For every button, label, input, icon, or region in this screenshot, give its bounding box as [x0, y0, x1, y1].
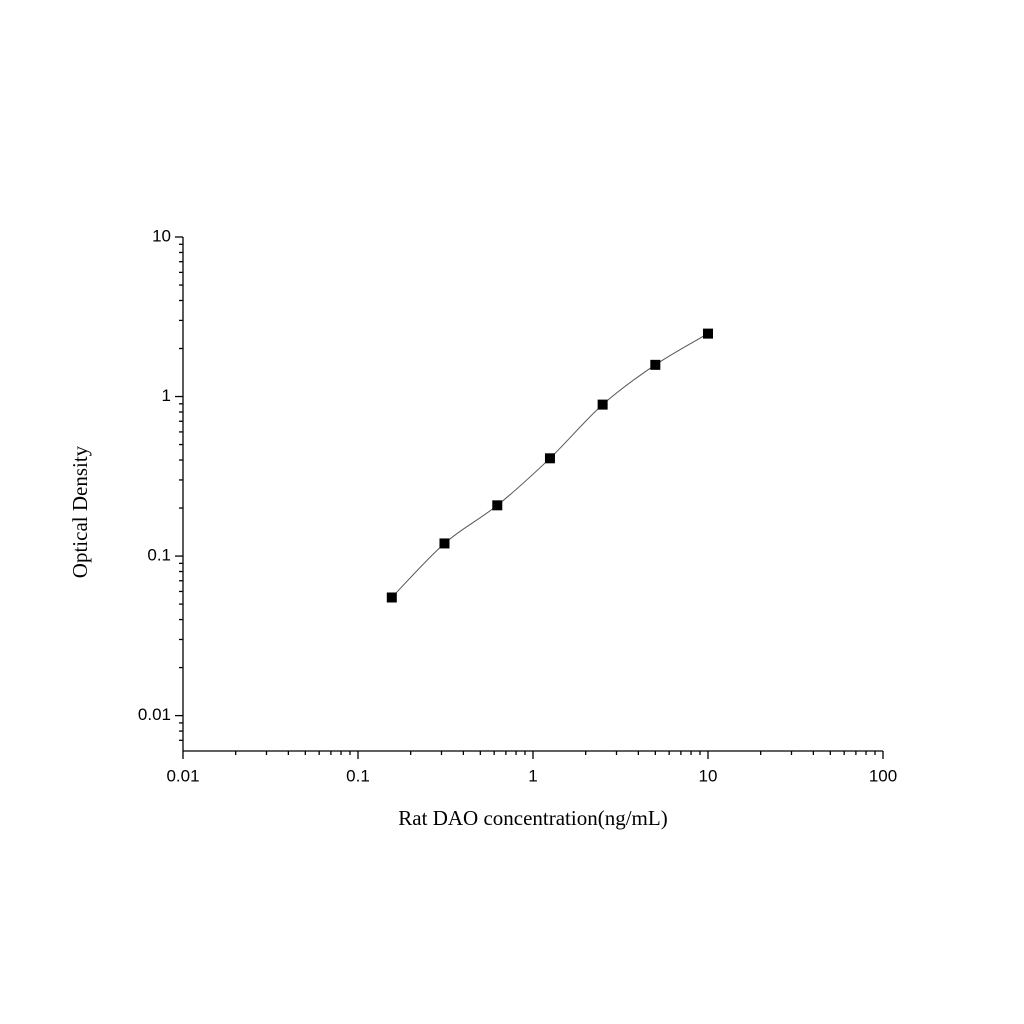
point — [439, 538, 450, 549]
x-tick-label: 0.01 — [166, 766, 199, 785]
x-tick-label: 10 — [699, 766, 718, 785]
x-axis-label: Rat DAO concentration(ng/mL) — [398, 806, 667, 830]
x-tick-label: 0.1 — [346, 766, 370, 785]
y-tick-label: 1 — [162, 386, 171, 405]
y-tick-label: 0.1 — [147, 546, 171, 565]
point — [492, 500, 503, 511]
point — [544, 453, 555, 464]
point — [650, 359, 661, 370]
x-tick-label: 100 — [869, 766, 897, 785]
x-tick-label: 1 — [528, 766, 537, 785]
point — [703, 328, 713, 339]
y-tick-label: 0.01 — [138, 705, 171, 724]
point — [597, 399, 608, 410]
fit-curve — [391, 333, 709, 598]
y-axis-label: Optical Density — [68, 445, 92, 578]
y-tick-label: 10 — [152, 226, 171, 245]
point — [386, 592, 397, 603]
